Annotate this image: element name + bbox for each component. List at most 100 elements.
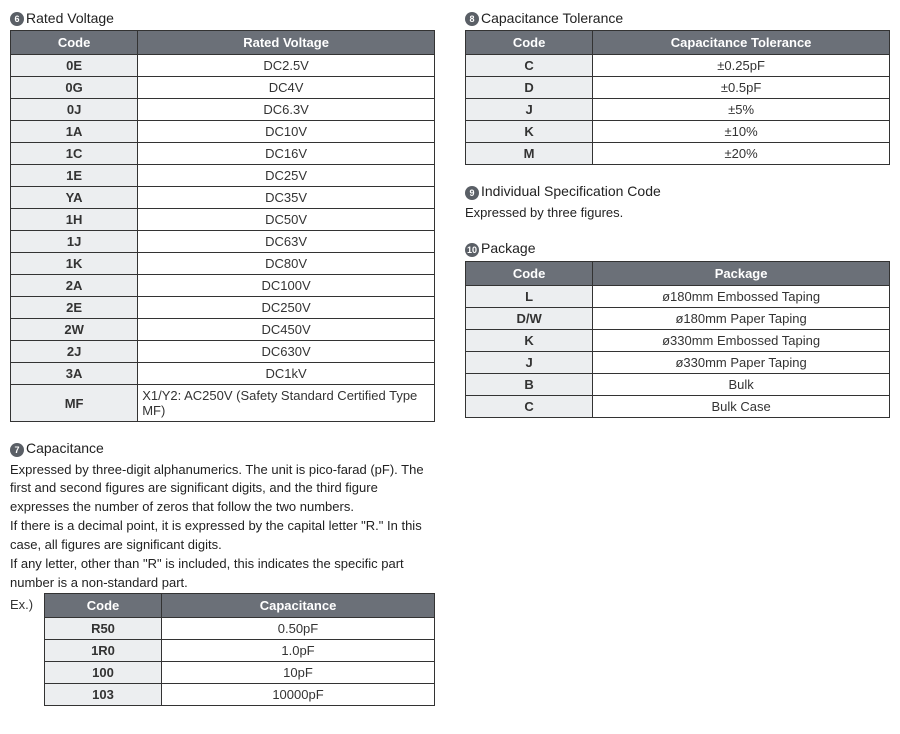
code-cell: L — [466, 285, 593, 307]
code-cell: K — [466, 121, 593, 143]
bullet-icon: 9 — [465, 186, 479, 200]
capacitance-table: Code Capacitance R500.50pF1R01.0pF10010p… — [44, 593, 435, 706]
code-cell: 0J — [11, 99, 138, 121]
title-text: Individual Specification Code — [481, 183, 661, 199]
code-cell: C — [466, 395, 593, 417]
value-cell: DC250V — [138, 297, 435, 319]
section-rated-voltage: 6Rated Voltage Code Rated Voltage 0EDC2.… — [10, 10, 435, 422]
code-cell: 1C — [11, 143, 138, 165]
table-row: 1CDC16V — [11, 143, 435, 165]
col-header: Capacitance Tolerance — [593, 31, 890, 55]
code-cell: 1E — [11, 165, 138, 187]
code-cell: K — [466, 329, 593, 351]
section-title: 8Capacitance Tolerance — [465, 10, 890, 26]
code-cell: YA — [11, 187, 138, 209]
col-header: Rated Voltage — [138, 31, 435, 55]
title-text: Package — [481, 240, 535, 256]
bullet-icon: 6 — [10, 12, 24, 26]
table-row: YADC35V — [11, 187, 435, 209]
table-row: 1HDC50V — [11, 209, 435, 231]
cap-tolerance-table: Code Capacitance Tolerance C±0.25pFD±0.5… — [465, 30, 890, 165]
code-cell: 0G — [11, 77, 138, 99]
value-cell: DC2.5V — [138, 55, 435, 77]
desc-line: Expressed by three-digit alphanumerics. … — [10, 462, 424, 515]
table-row: 2WDC450V — [11, 319, 435, 341]
value-cell: ø330mm Paper Taping — [593, 351, 890, 373]
value-cell: DC50V — [138, 209, 435, 231]
code-cell: 2A — [11, 275, 138, 297]
table-row: 0EDC2.5V — [11, 55, 435, 77]
code-cell: C — [466, 55, 593, 77]
package-table: Code Package Lø180mm Embossed TapingD/Wø… — [465, 261, 890, 418]
code-cell: 1A — [11, 121, 138, 143]
col-header: Code — [11, 31, 138, 55]
section-title: 9Individual Specification Code — [465, 183, 890, 199]
code-cell: 2J — [11, 341, 138, 363]
table-row: 1JDC63V — [11, 231, 435, 253]
value-cell: ±0.25pF — [593, 55, 890, 77]
code-cell: MF — [11, 385, 138, 422]
col-header: Package — [593, 261, 890, 285]
table-row: R500.50pF — [45, 617, 435, 639]
section-title: 6Rated Voltage — [10, 10, 435, 26]
value-cell: 10pF — [162, 661, 435, 683]
table-row: 0JDC6.3V — [11, 99, 435, 121]
col-header: Capacitance — [162, 593, 435, 617]
value-cell: Bulk Case — [593, 395, 890, 417]
table-row: C±0.25pF — [466, 55, 890, 77]
table-row: 10010pF — [45, 661, 435, 683]
table-row: BBulk — [466, 373, 890, 395]
value-cell: DC4V — [138, 77, 435, 99]
code-cell: B — [466, 373, 593, 395]
value-cell: DC25V — [138, 165, 435, 187]
section-ind-spec: 9Individual Specification Code Expressed… — [465, 183, 890, 222]
value-cell: DC1kV — [138, 363, 435, 385]
code-cell: J — [466, 351, 593, 373]
code-cell: 1R0 — [45, 639, 162, 661]
col-header: Code — [466, 261, 593, 285]
desc-line: If there is a decimal point, it is expre… — [10, 518, 422, 552]
code-cell: 1H — [11, 209, 138, 231]
table-row: D±0.5pF — [466, 77, 890, 99]
value-cell: DC100V — [138, 275, 435, 297]
code-cell: 0E — [11, 55, 138, 77]
title-text: Rated Voltage — [26, 10, 114, 26]
example-label: Ex.) — [10, 593, 44, 612]
col-header: Code — [45, 593, 162, 617]
table-row: Jø330mm Paper Taping — [466, 351, 890, 373]
table-row: D/Wø180mm Paper Taping — [466, 307, 890, 329]
section-title: 7Capacitance — [10, 440, 435, 456]
title-text: Capacitance — [26, 440, 104, 456]
code-cell: 2W — [11, 319, 138, 341]
value-cell: DC63V — [138, 231, 435, 253]
code-cell: 2E — [11, 297, 138, 319]
value-cell: ±20% — [593, 143, 890, 165]
code-cell: 3A — [11, 363, 138, 385]
table-row: Kø330mm Embossed Taping — [466, 329, 890, 351]
package-tbody: Lø180mm Embossed TapingD/Wø180mm Paper T… — [466, 285, 890, 417]
title-text: Capacitance Tolerance — [481, 10, 623, 26]
value-cell: 10000pF — [162, 683, 435, 705]
value-cell: ±5% — [593, 99, 890, 121]
desc-line: If any letter, other than "R" is include… — [10, 556, 404, 590]
section-cap-tolerance: 8Capacitance Tolerance Code Capacitance … — [465, 10, 890, 165]
value-cell: DC35V — [138, 187, 435, 209]
value-cell: ±10% — [593, 121, 890, 143]
code-cell: R50 — [45, 617, 162, 639]
value-cell: ø330mm Embossed Taping — [593, 329, 890, 351]
code-cell: 1K — [11, 253, 138, 275]
table-row: Lø180mm Embossed Taping — [466, 285, 890, 307]
value-cell: ±0.5pF — [593, 77, 890, 99]
table-row: 1R01.0pF — [45, 639, 435, 661]
value-cell: DC6.3V — [138, 99, 435, 121]
code-cell: D — [466, 77, 593, 99]
table-row: CBulk Case — [466, 395, 890, 417]
value-cell: DC16V — [138, 143, 435, 165]
table-row: 3ADC1kV — [11, 363, 435, 385]
table-row: MFX1/Y2: AC250V (Safety Standard Certifi… — [11, 385, 435, 422]
table-row: 10310000pF — [45, 683, 435, 705]
value-cell: ø180mm Embossed Taping — [593, 285, 890, 307]
table-row: 0GDC4V — [11, 77, 435, 99]
value-cell: 1.0pF — [162, 639, 435, 661]
value-cell: X1/Y2: AC250V (Safety Standard Certified… — [138, 385, 435, 422]
